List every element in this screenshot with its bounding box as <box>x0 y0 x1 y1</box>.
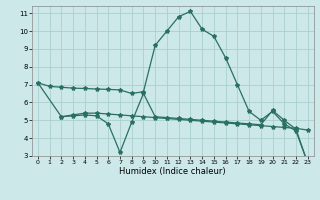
X-axis label: Humidex (Indice chaleur): Humidex (Indice chaleur) <box>119 167 226 176</box>
